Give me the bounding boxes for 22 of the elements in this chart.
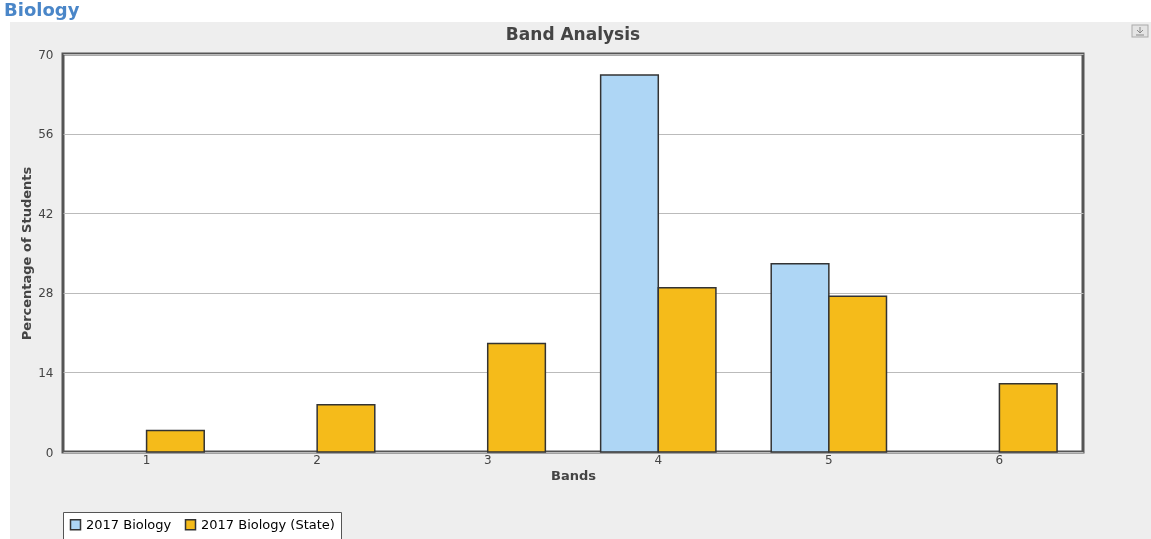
y-tick-label: 42	[38, 206, 54, 221]
x-tick-label: 5	[825, 452, 833, 467]
y-tick-label: 28	[38, 286, 54, 301]
y-tick-label: 14	[38, 365, 54, 380]
y-tick-label: 56	[38, 127, 54, 142]
bar	[316, 404, 376, 453]
legend-label: 2017 Biology	[86, 516, 172, 532]
bar	[998, 383, 1058, 453]
x-tick-label: 2	[313, 452, 321, 467]
x-tick-label: 1	[142, 452, 151, 467]
legend-label: 2017 Biology (State)	[201, 516, 335, 532]
y-tick-label: 0	[45, 445, 54, 460]
x-tick-label: 4	[654, 452, 663, 467]
y-tick-label: 70	[38, 47, 54, 62]
chart-title: Band Analysis	[505, 24, 641, 44]
bar	[145, 429, 205, 453]
text: Biology	[4, 0, 80, 20]
bar	[486, 342, 547, 453]
x-tick-label: 3	[483, 452, 492, 467]
x-axis-title: Bands	[551, 467, 597, 483]
y-axis-title: Percentage of Students	[19, 166, 35, 341]
x-tick-label: 6	[995, 452, 1004, 467]
